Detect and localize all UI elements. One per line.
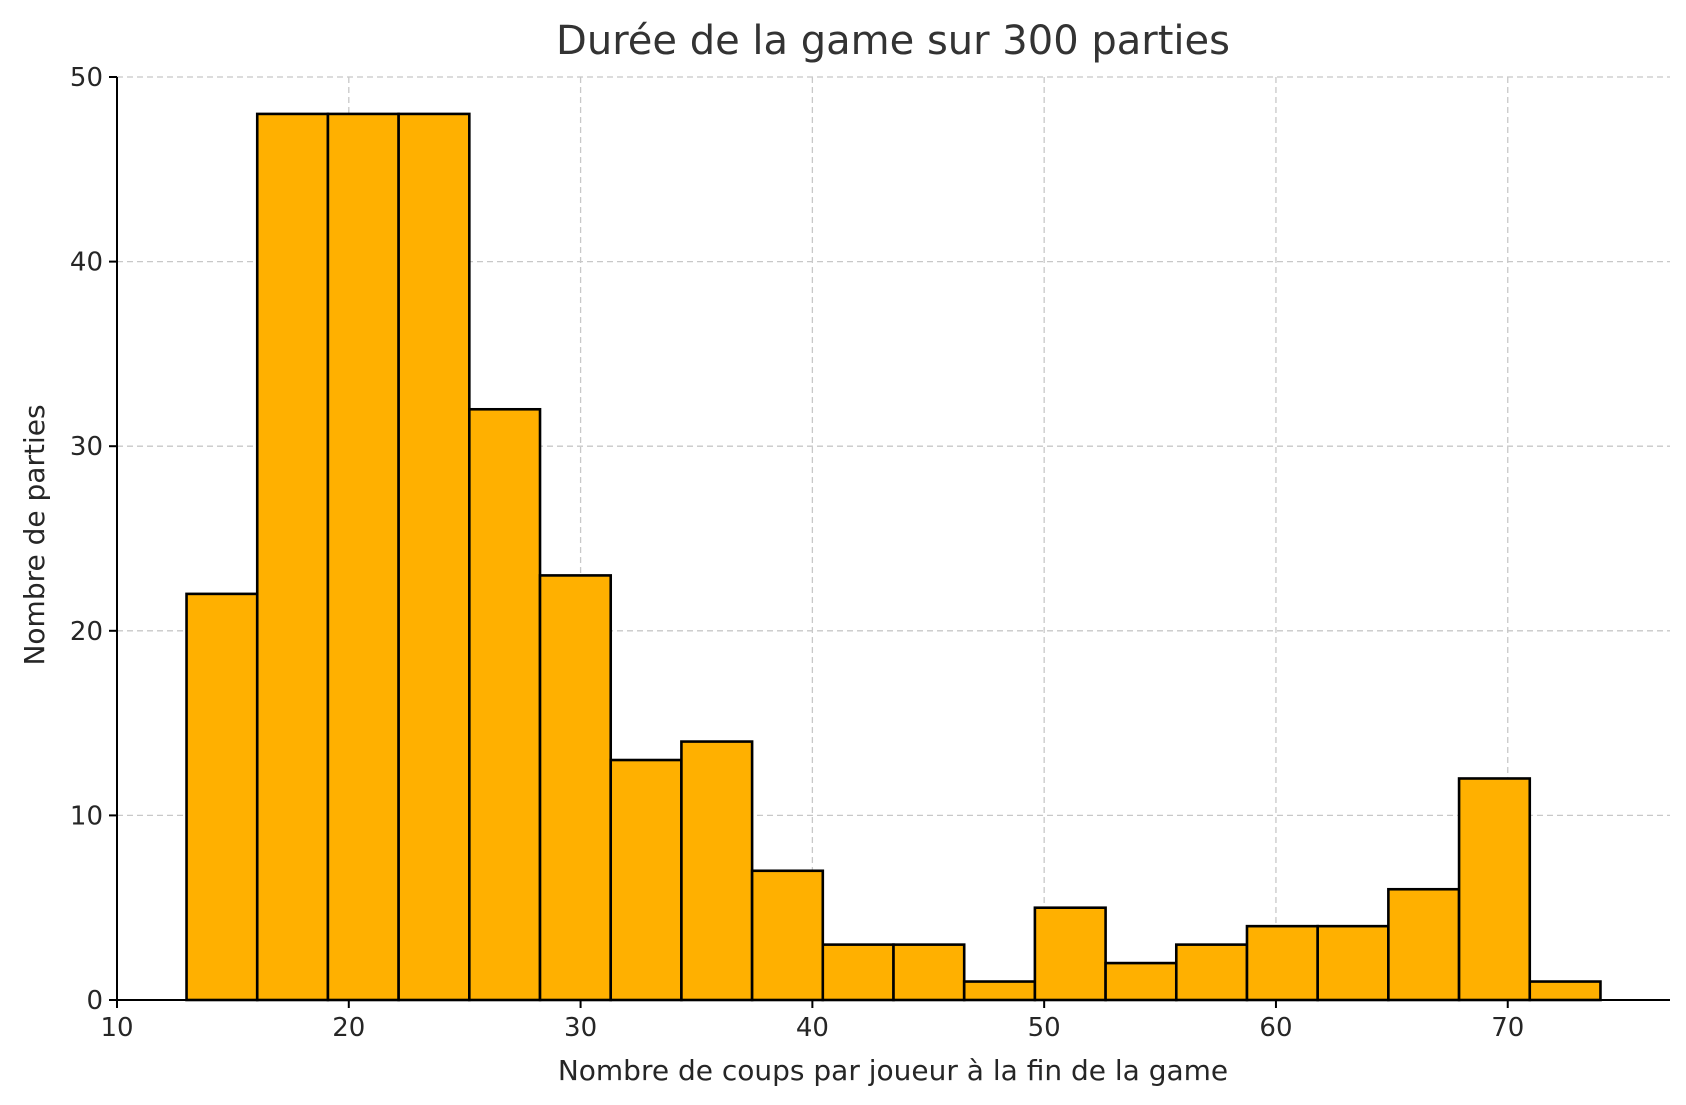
histogram-bar (468, 407, 542, 1002)
histogram-bar (1104, 961, 1178, 1002)
histogram-bar (1245, 924, 1319, 1002)
x-tick-label: 10 (100, 1013, 133, 1043)
histogram-bar (538, 574, 613, 1002)
x-tick-label: 30 (564, 1013, 597, 1043)
x-tick-label: 20 (332, 1013, 365, 1043)
y-tick-label: 0 (86, 986, 103, 1016)
chart-title: Durée de la game sur 300 parties (556, 18, 1230, 64)
histogram-bar (962, 980, 1037, 1002)
histogram-bar (821, 943, 895, 1002)
x-tick-label: 40 (796, 1013, 829, 1043)
histogram-bar (397, 112, 471, 1002)
x-tick-label: 60 (1259, 1013, 1292, 1043)
y-tick-label: 30 (70, 432, 103, 462)
y-tick-label: 40 (70, 248, 103, 278)
histogram-bar (326, 112, 400, 1002)
y-tick-label: 50 (70, 63, 103, 93)
bars-layer (185, 112, 1602, 1002)
y-axis-title: Nombre de parties (18, 404, 51, 665)
histogram-bar (892, 943, 966, 1002)
x-axis-title: Nombre de coups par joueur à la fin de l… (558, 1054, 1228, 1087)
histogram-bar (750, 869, 825, 1002)
x-tick-label: 70 (1491, 1013, 1524, 1043)
axes-layer (116, 77, 1670, 1001)
histogram-bar (255, 112, 330, 1002)
histogram-bar (1033, 906, 1107, 1002)
histogram-bar (185, 592, 259, 1002)
histogram-bar (1528, 980, 1602, 1002)
histogram-bar (609, 758, 683, 1002)
histogram-bar (1457, 777, 1532, 1002)
y-tick-label: 10 (70, 801, 103, 831)
histogram-bar (1387, 887, 1461, 1002)
histogram-bar (680, 740, 754, 1002)
histogram-bar (1316, 924, 1390, 1002)
y-tick-label: 20 (70, 617, 103, 647)
histogram-bar (1174, 943, 1249, 1002)
x-tick-label: 50 (1028, 1013, 1061, 1043)
